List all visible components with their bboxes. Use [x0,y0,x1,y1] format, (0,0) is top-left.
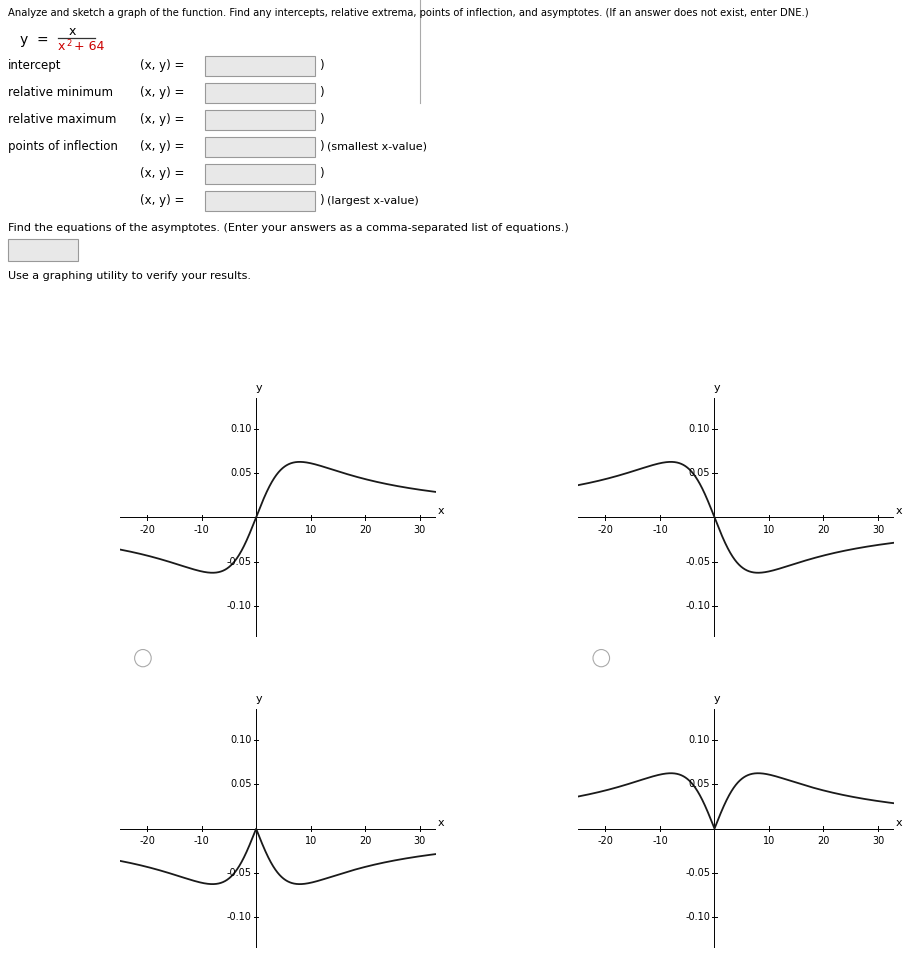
Text: -10: -10 [652,836,668,846]
Text: 20: 20 [359,836,372,846]
Text: -10: -10 [194,525,209,535]
Text: 0.05: 0.05 [689,468,710,478]
Text: Analyze and sketch a graph of the function. Find any intercepts, relative extrem: Analyze and sketch a graph of the functi… [8,8,809,18]
Text: 30: 30 [872,836,884,846]
Text: intercept: intercept [8,59,62,73]
Text: 10: 10 [762,525,775,535]
Text: x: x [58,40,65,54]
Text: 0.05: 0.05 [230,468,252,478]
Text: -10: -10 [652,525,668,535]
Text: 2: 2 [66,39,71,49]
Text: -0.10: -0.10 [685,601,710,611]
Text: 20: 20 [817,836,830,846]
Text: -10: -10 [194,836,209,846]
Text: 20: 20 [817,525,830,535]
Text: relative maximum: relative maximum [8,113,116,126]
Text: 30: 30 [413,836,426,846]
Text: points of inflection: points of inflection [8,141,118,153]
Text: Find the equations of the asymptotes. (Enter your answers as a comma-separated l: Find the equations of the asymptotes. (E… [8,223,569,233]
Text: 10: 10 [304,525,317,535]
Text: -0.05: -0.05 [685,868,710,878]
Text: -0.10: -0.10 [227,601,252,611]
Text: -0.10: -0.10 [227,912,252,923]
Text: (largest x-value): (largest x-value) [327,196,419,206]
Text: y  =: y = [20,33,49,47]
Text: relative minimum: relative minimum [8,86,113,100]
FancyBboxPatch shape [205,164,315,184]
FancyBboxPatch shape [205,137,315,157]
FancyBboxPatch shape [205,83,315,103]
Text: 0.10: 0.10 [689,735,710,745]
Text: (x, y) =: (x, y) = [140,86,184,100]
Text: ): ) [319,141,324,153]
FancyBboxPatch shape [205,110,315,130]
Text: + 64: + 64 [70,40,104,54]
Text: -20: -20 [139,525,155,535]
Text: (x, y) =: (x, y) = [140,59,184,73]
Text: (x, y) =: (x, y) = [140,168,184,180]
Text: 10: 10 [304,836,317,846]
Text: ): ) [319,59,324,73]
Text: 30: 30 [872,525,884,535]
Text: -20: -20 [597,836,613,846]
Text: (smallest x-value): (smallest x-value) [327,142,427,152]
Text: 0.05: 0.05 [230,779,252,789]
Text: (x, y) =: (x, y) = [140,113,184,126]
Text: 10: 10 [762,836,775,846]
Text: ): ) [319,168,324,180]
Text: ): ) [319,194,324,208]
Text: y: y [714,695,720,704]
Text: -0.05: -0.05 [685,557,710,567]
Text: x: x [896,507,903,516]
FancyBboxPatch shape [205,191,315,211]
Text: -0.05: -0.05 [227,868,252,878]
Text: 30: 30 [413,525,426,535]
Text: ): ) [319,86,324,100]
Text: 20: 20 [359,525,372,535]
Text: x: x [438,818,444,828]
FancyBboxPatch shape [8,239,78,261]
Text: x: x [896,818,903,828]
Text: ): ) [319,113,324,126]
Text: x: x [438,507,444,516]
Text: 0.05: 0.05 [689,779,710,789]
Text: -0.10: -0.10 [685,912,710,923]
Text: 0.10: 0.10 [230,735,252,745]
Text: y: y [255,383,262,393]
Text: (x, y) =: (x, y) = [140,194,184,208]
Text: -20: -20 [139,836,155,846]
Text: -0.05: -0.05 [227,557,252,567]
Text: y: y [714,383,720,393]
Text: (x, y) =: (x, y) = [140,141,184,153]
Text: y: y [255,695,262,704]
FancyBboxPatch shape [205,56,315,76]
Text: x: x [68,26,76,38]
Text: 0.10: 0.10 [230,423,252,434]
Text: Use a graphing utility to verify your results.: Use a graphing utility to verify your re… [8,271,251,281]
Text: 0.10: 0.10 [689,423,710,434]
Text: -20: -20 [597,525,613,535]
